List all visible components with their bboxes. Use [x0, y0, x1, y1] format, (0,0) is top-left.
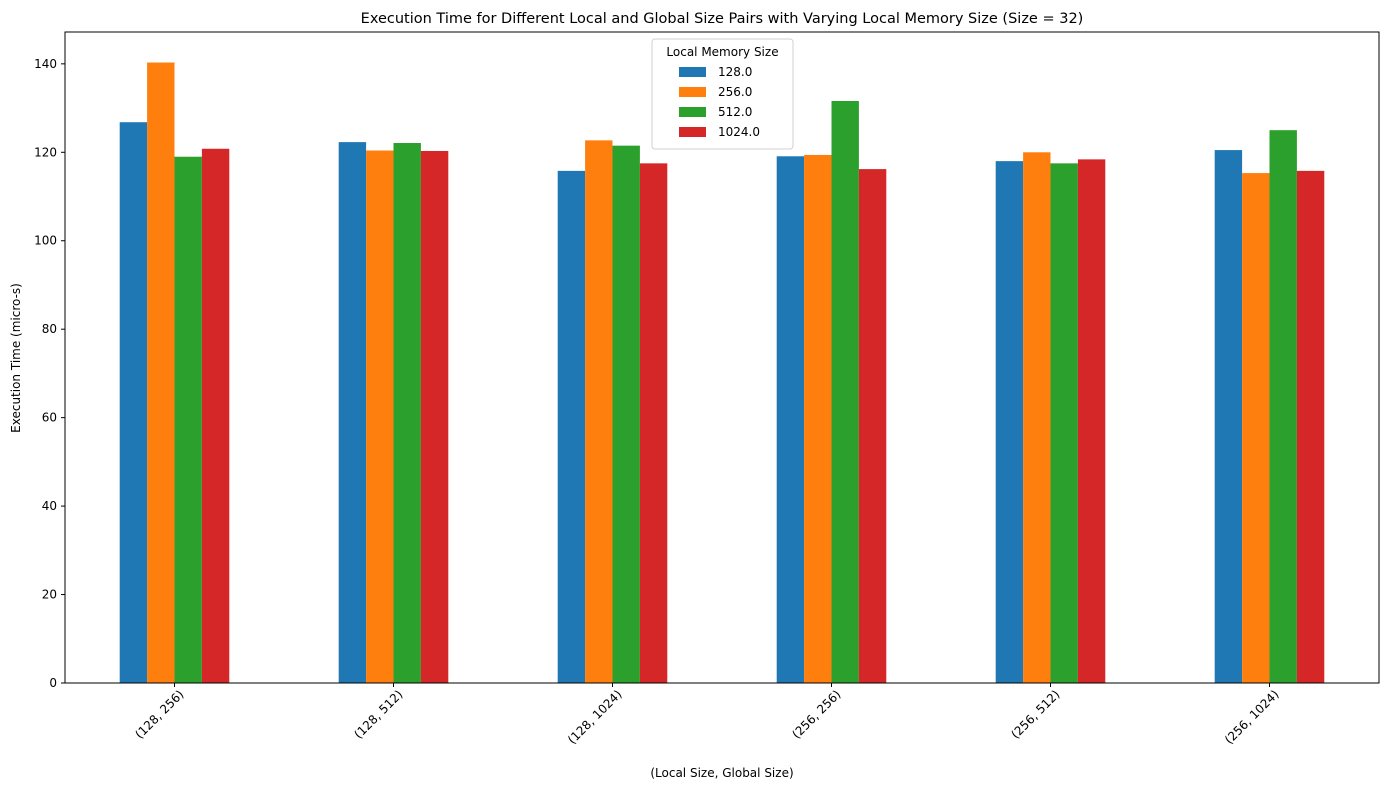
- bar-256.0-0: [147, 62, 175, 683]
- legend-swatch-256.0: [679, 87, 706, 97]
- legend-label-512.0: 512.0: [718, 105, 752, 119]
- bar-128.0-3: [776, 156, 805, 683]
- bar-256.0-2: [585, 140, 613, 684]
- legend-swatch-512.0: [679, 107, 706, 117]
- bar-512.0-2: [612, 145, 640, 683]
- bar-128.0-5: [1214, 150, 1243, 683]
- bar-512.0-4: [1050, 163, 1078, 684]
- bar-1024.0-5: [1296, 170, 1325, 683]
- bar-1024.0-3: [858, 169, 887, 684]
- legend-label-1024.0: 1024.0: [718, 125, 760, 139]
- bar-512.0-0: [174, 156, 202, 684]
- bar-128.0-1: [338, 142, 367, 683]
- legend-label-128.0: 128.0: [718, 65, 752, 79]
- y-tick-label: 60: [42, 411, 57, 425]
- legend-box: [651, 38, 794, 150]
- bar-512.0-5: [1269, 130, 1297, 683]
- bar-1024.0-0: [201, 148, 230, 683]
- bar-512.0-1: [393, 143, 421, 683]
- bar-1024.0-2: [639, 163, 668, 684]
- bar-128.0-4: [995, 161, 1024, 683]
- y-tick-label: 120: [34, 145, 57, 159]
- y-tick-label: 100: [34, 234, 57, 248]
- y-tick-label: 0: [49, 676, 57, 690]
- bar-256.0-4: [1023, 152, 1051, 684]
- chart-title: Execution Time for Different Local and G…: [361, 11, 1084, 27]
- plot-frame: [64, 31, 1380, 684]
- y-tick-label: 40: [42, 499, 57, 513]
- y-axis-label: Execution Time (micro-s): [9, 283, 23, 433]
- x-axis-label: (Local Size, Global Size): [650, 766, 793, 780]
- bar-1024.0-1: [420, 150, 449, 684]
- y-tick-label: 20: [42, 588, 57, 602]
- bar-1024.0-4: [1077, 159, 1106, 683]
- legend-swatch-128.0: [679, 67, 706, 77]
- bar-256.0-5: [1242, 173, 1270, 683]
- bar-128.0-2: [557, 170, 586, 683]
- legend-title: Local Memory Size: [666, 45, 778, 59]
- bar-128.0-0: [119, 122, 148, 684]
- bar-256.0-3: [804, 154, 832, 683]
- legend-swatch-1024.0: [679, 127, 706, 137]
- bar-512.0-3: [831, 100, 859, 684]
- y-tick-label: 80: [42, 322, 57, 336]
- legend: Local Memory Size 128.0 256.0 512.0 1024.0: [651, 38, 794, 150]
- y-tick-label: 140: [34, 57, 57, 71]
- bar-256.0-1: [366, 150, 394, 683]
- legend-label-256.0: 256.0: [718, 85, 752, 99]
